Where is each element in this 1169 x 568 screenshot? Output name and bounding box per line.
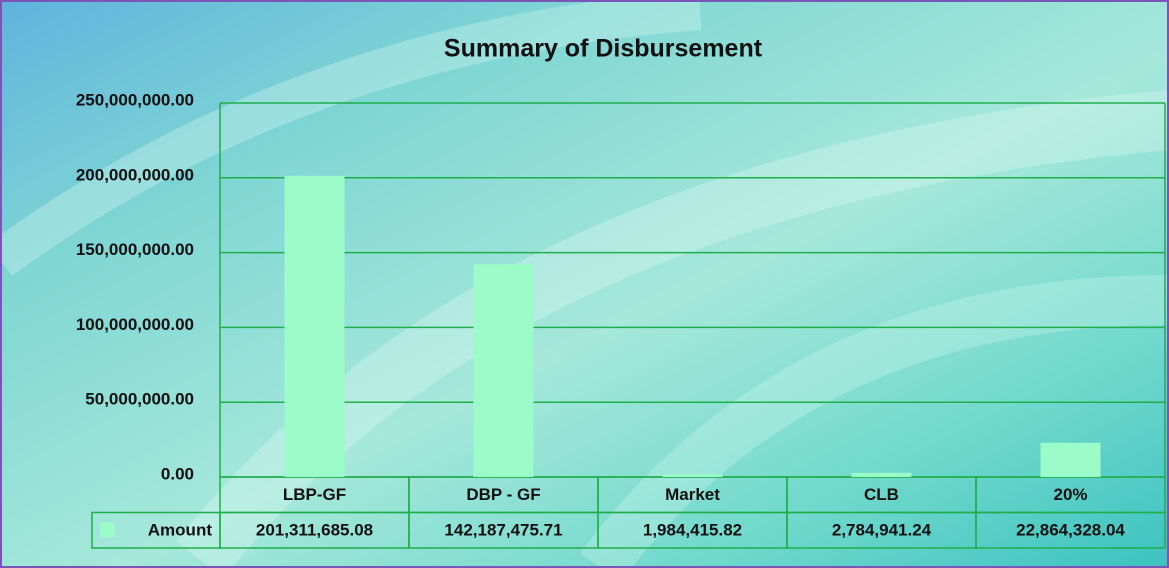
data-label: 142,187,475.71 (444, 521, 562, 540)
data-table-cell (975, 511, 1166, 549)
legend-label: Amount (148, 521, 213, 540)
swirl (0, 0, 702, 277)
legend-key (100, 522, 115, 538)
data-label: 22,864,328.04 (1016, 521, 1125, 540)
data-label: 1,984,415.82 (643, 521, 742, 540)
x-tick-label: 20% (1053, 485, 1087, 504)
x-tick-label: CLB (864, 485, 899, 504)
bar (851, 472, 912, 477)
data-label: 2,784,941.24 (832, 521, 932, 540)
y-tick-label: 50,000,000.00 (85, 390, 194, 409)
x-tick-label: DBP - GF (466, 485, 540, 504)
bar (473, 264, 534, 477)
bar (284, 175, 345, 478)
chart-title: Summary of Disbursement (444, 35, 763, 63)
x-tick-label: Market (665, 485, 720, 504)
y-tick-label: 250,000,000.00 (76, 90, 194, 109)
bar (662, 474, 723, 477)
y-tick-label: 0.00 (161, 464, 194, 483)
y-tick-label: 200,000,000.00 (76, 165, 194, 184)
bar (1040, 442, 1101, 477)
y-tick-label: 150,000,000.00 (76, 240, 194, 259)
swirl (579, 275, 1169, 568)
y-tick-label: 100,000,000.00 (76, 315, 194, 334)
x-tick-label: LBP-GF (283, 485, 346, 504)
data-label: 201,311,685.08 (256, 521, 373, 540)
